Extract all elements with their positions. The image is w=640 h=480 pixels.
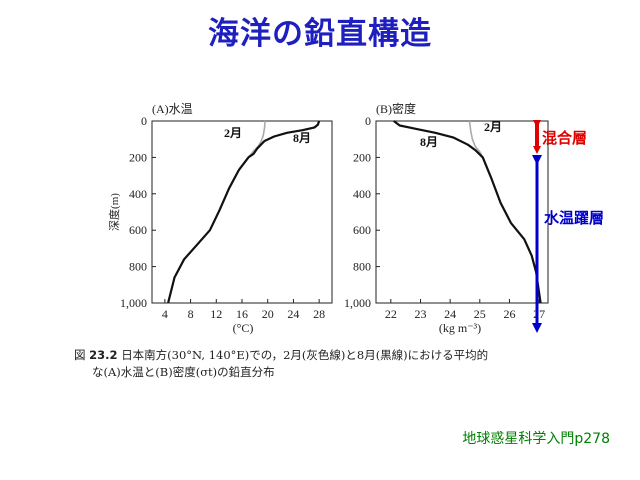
- chart-b-xtick-label: 26: [503, 307, 515, 321]
- figure-caption: 図 23.2 日本南方(30°N, 140°E)での，2月(灰色線)と8月(黒線…: [74, 347, 614, 381]
- chart-a-xtick-label: 24: [287, 307, 299, 321]
- chart-a-ytick-label: 600: [129, 223, 147, 237]
- chart-b-ytick-label: 0: [365, 114, 371, 128]
- chart-a-ytick-label: 200: [129, 150, 147, 164]
- caption-number: 23.2: [89, 348, 118, 362]
- chart-b-xtick-label: 24: [444, 307, 456, 321]
- chart-a-series-feb: [167, 120, 266, 304]
- chart-a: (A)水温 4 8 12 16 20 24 28 0 200 400 600 800 1,000 (°C…: [107, 102, 333, 335]
- chart-a-ytick-label: 800: [129, 260, 147, 274]
- chart-b-xtick-label: 27: [533, 307, 545, 321]
- chart-a-xtick-label: 28: [313, 307, 325, 321]
- chart-b-title: (B)密度: [376, 101, 416, 116]
- chart-b-ytick-label: 600: [353, 223, 371, 237]
- chart-a-xtick-label: 8: [188, 307, 194, 321]
- chart-a-xlabel: (°C): [233, 321, 254, 335]
- mixed-layer-label: 混合層: [542, 129, 587, 147]
- chart-b-xlabel: (kg m⁻³): [439, 321, 481, 335]
- chart-a-series-aug: [167, 120, 321, 304]
- chart-b-xtick-label: 23: [414, 307, 426, 321]
- chart-b-frame: [375, 120, 549, 304]
- caption-line-2: な(A)水温と(B)密度(σt)の鉛直分布: [92, 365, 275, 379]
- chart-a-xtick-label: 16: [236, 307, 248, 321]
- chart-a-ytick-label: 0: [141, 114, 147, 128]
- chart-a-ytick-label: 1,000: [120, 296, 147, 310]
- chart-b-series-aug: [393, 120, 542, 304]
- chart-b-ytick-label: 400: [353, 187, 371, 201]
- chart-a-title: (A)水温: [152, 102, 193, 116]
- chart-b-label-aug: 8月: [420, 135, 438, 149]
- page-title: 海洋の鉛直構造: [208, 16, 432, 52]
- caption-fig: 図: [74, 348, 86, 362]
- chart-b: (B)密度 22 23 24 25 26 27 0 200 400 600 800 1,000 (kg…: [344, 101, 549, 335]
- chart-a-label-aug: 8月: [293, 131, 311, 145]
- chart-b-ytick-label: 1,000: [344, 296, 371, 310]
- chart-b-label-feb: 2月: [484, 120, 502, 134]
- chart-b-xtick-label: 22: [385, 307, 397, 321]
- source-citation: 地球惑星科学入門p278: [462, 431, 610, 447]
- chart-a-frame: [151, 120, 333, 304]
- chart-a-xtick-label: 12: [210, 307, 222, 321]
- chart-a-ylabel: 深度(m): [107, 193, 121, 231]
- chart-b-xtick-label: 25: [474, 307, 486, 321]
- chart-b-ytick-label: 200: [353, 150, 371, 164]
- thermocline-label: 水温躍層: [544, 209, 604, 227]
- chart-b-ytick-label: 800: [353, 260, 371, 274]
- chart-a-xtick-label: 4: [162, 307, 168, 321]
- caption-line-1: 日本南方(30°N, 140°E)での，2月(灰色線)と8月(黒線)における平均…: [121, 348, 489, 362]
- chart-a-ytick-label: 400: [129, 187, 147, 201]
- chart-a-label-feb: 2月: [224, 126, 242, 140]
- chart-a-xtick-label: 20: [262, 307, 274, 321]
